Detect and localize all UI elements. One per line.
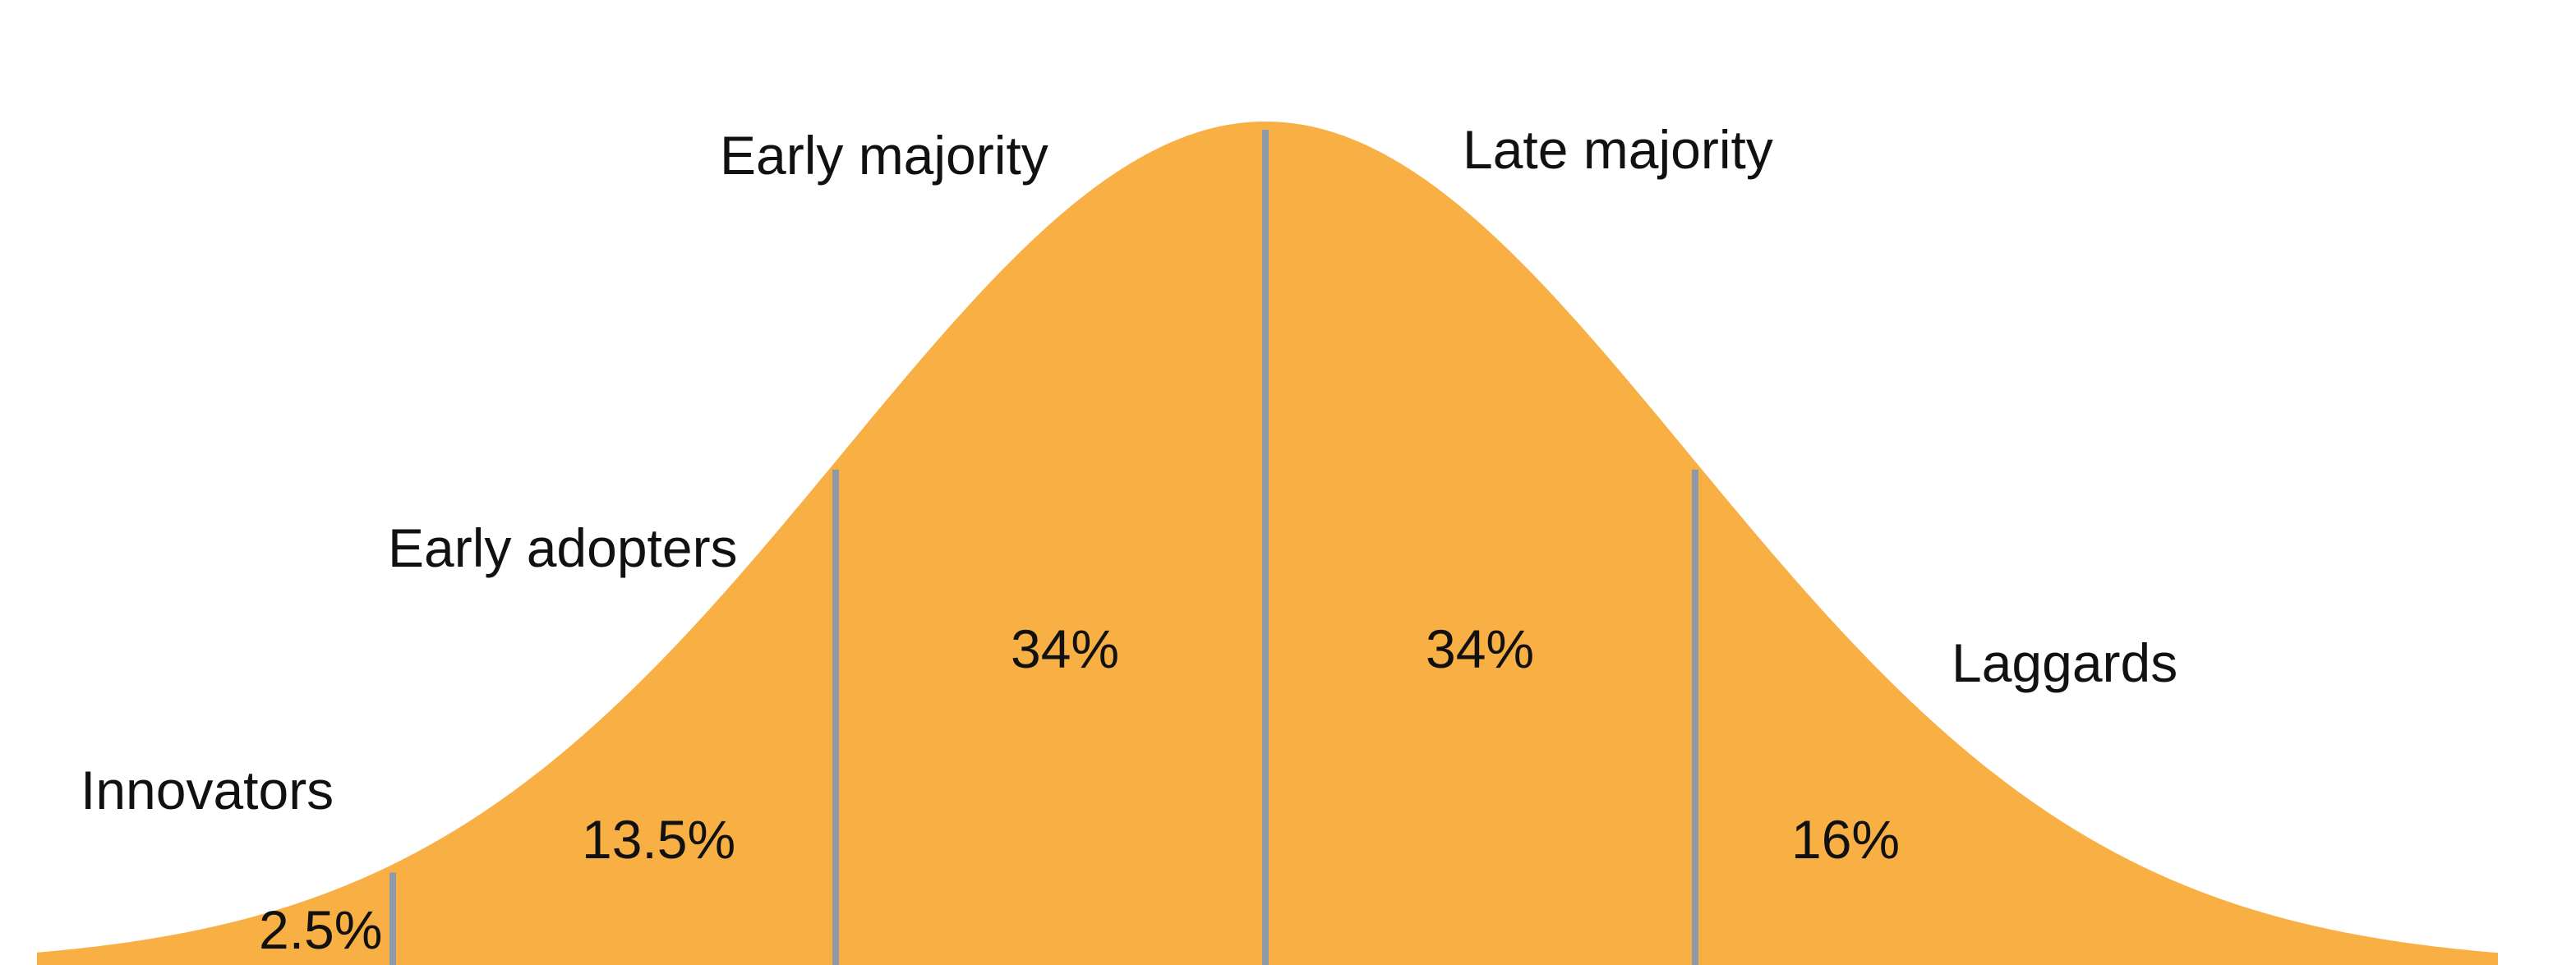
label-laggards: Laggards: [1952, 632, 2177, 693]
divider-early-adopters-early-majority: [832, 469, 839, 965]
divider-early-majority-late-majority: [1262, 130, 1269, 965]
label-early-adopters: Early adopters: [388, 517, 738, 578]
label-late-majority: Late majority: [1463, 119, 1773, 180]
percent-innovators: 2.5%: [259, 899, 382, 960]
divider-innovators-early-adopters: [389, 872, 396, 965]
divider-late-majority-laggards: [1692, 469, 1698, 965]
label-early-majority: Early majority: [720, 125, 1048, 186]
percent-early-adopters: 13.5%: [582, 809, 735, 870]
percent-laggards: 16%: [1791, 809, 1900, 870]
percent-late-majority: 34%: [1426, 618, 1534, 679]
label-innovators: Innovators: [81, 760, 334, 820]
percent-early-majority: 34%: [1011, 618, 1119, 679]
